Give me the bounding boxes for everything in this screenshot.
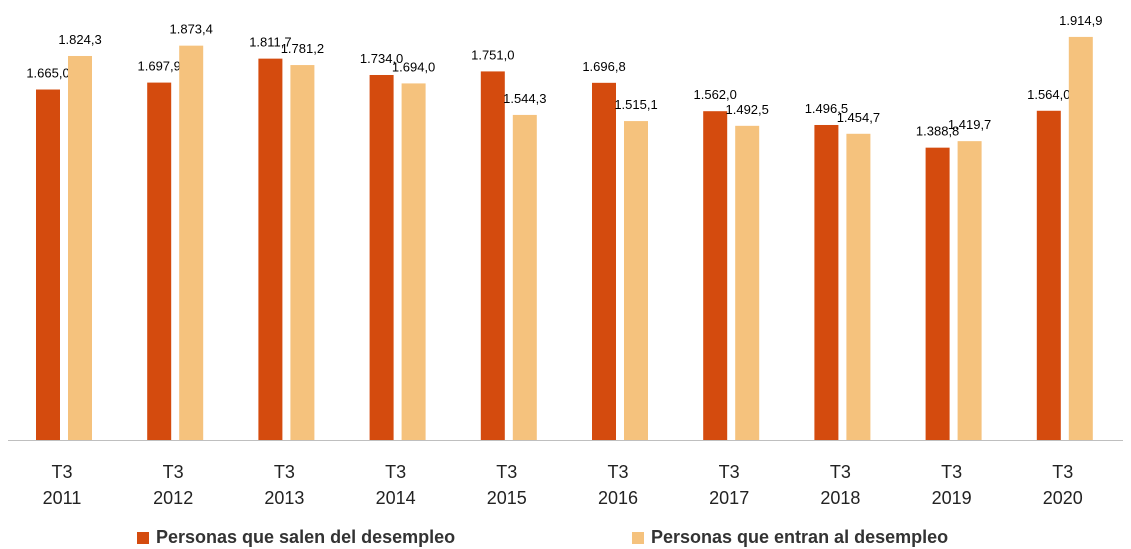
bar	[814, 124, 839, 440]
bar	[1036, 110, 1061, 440]
bar	[290, 65, 315, 440]
x-tick-label: T3 2018	[820, 462, 861, 508]
bar	[401, 83, 426, 441]
x-tick-label: T3 2013	[264, 462, 305, 508]
data-label: 1.811,7	[249, 35, 291, 50]
x-tick-label: T3 2020	[1042, 462, 1083, 508]
bar	[258, 58, 283, 441]
bar	[512, 114, 537, 440]
bar	[68, 55, 92, 440]
data-label: 1.562,0	[694, 87, 737, 102]
bar	[592, 82, 616, 440]
bar	[179, 45, 204, 441]
bar	[480, 71, 505, 441]
legend-item: Personas que entran al desempleo	[632, 527, 948, 548]
legend-swatch	[137, 531, 149, 544]
x-tick-label: T3 2012	[153, 462, 194, 508]
legend-swatch	[632, 531, 644, 544]
data-label: 1.697,9	[138, 59, 181, 74]
bar	[147, 82, 172, 441]
legend-label: Personas que entran al desempleo	[651, 527, 949, 547]
data-label: 1.781,2	[281, 41, 324, 56]
x-tick-label: T3 2017	[709, 462, 750, 508]
data-label: 1.544,3	[503, 91, 546, 106]
legend-label: Personas que salen del desempleo	[156, 527, 456, 547]
data-label: 1.492,5	[726, 102, 769, 117]
data-label: 1.694,0	[392, 59, 435, 74]
data-label: 1.454,7	[837, 110, 880, 125]
data-label: 1.751,0	[471, 47, 514, 62]
data-label: 1.515,1	[614, 97, 657, 112]
bar	[703, 111, 728, 440]
bar	[624, 121, 648, 441]
x-tick-label: T3 2019	[931, 462, 972, 508]
data-label: 1.419,7	[948, 117, 991, 132]
x-tick-label: T3 2014	[375, 462, 416, 508]
data-label: 1.914,9	[1059, 13, 1102, 28]
bar	[957, 141, 982, 441]
data-label: 1.496,5	[805, 101, 848, 116]
x-tick-label: T3 2015	[486, 462, 527, 508]
x-tick-label: T3 2011	[42, 462, 82, 508]
data-label: 1.824,3	[58, 32, 101, 47]
data-label: 1.873,4	[170, 22, 213, 37]
data-label: 1.734,0	[360, 51, 403, 66]
bar	[846, 133, 871, 440]
legend-item: Personas que salen del desempleo	[137, 527, 455, 548]
data-label: 1.388,8	[916, 124, 959, 139]
data-label: 1.665,0	[26, 66, 69, 81]
bar	[369, 74, 394, 441]
bar	[735, 125, 760, 441]
bar	[36, 89, 60, 440]
bar	[1068, 36, 1093, 441]
data-label: 1.564,0	[1027, 87, 1070, 102]
bar	[925, 147, 950, 440]
x-tick-label: T3 2016	[597, 462, 639, 508]
data-label: 1.696,8	[582, 59, 625, 74]
